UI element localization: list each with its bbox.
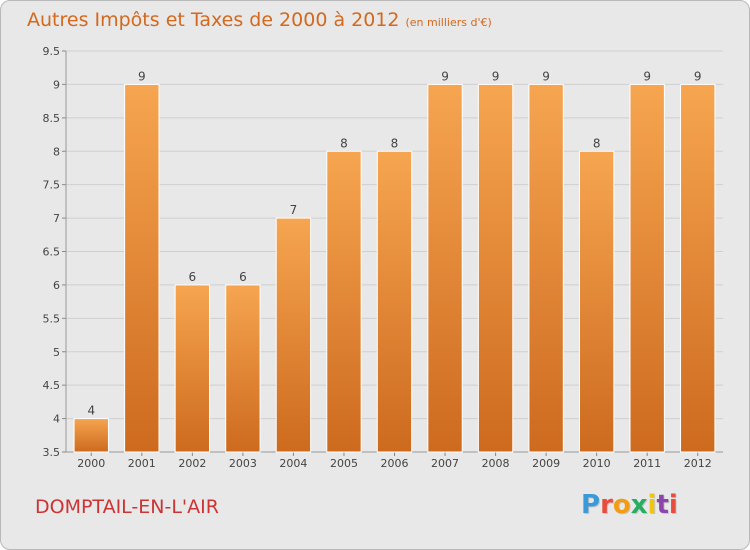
bar <box>225 284 261 453</box>
y-tick-label: 9.5 <box>43 45 61 58</box>
chart-subtitle: (en milliers d'€) <box>405 16 492 29</box>
logo-letter: o <box>612 490 631 520</box>
proxiti-logo: Proxiti <box>581 490 678 520</box>
y-tick-label: 6 <box>53 279 60 292</box>
logo-letter: r <box>600 490 613 520</box>
bar <box>427 83 463 453</box>
x-tick-label: 2012 <box>684 457 712 470</box>
place-name: DOMPTAIL-EN-L'AIR <box>35 496 219 518</box>
data-label: 6 <box>239 270 247 284</box>
bar <box>578 150 615 453</box>
data-label: 8 <box>340 136 348 150</box>
y-tick-label: 4.5 <box>43 379 61 392</box>
y-tick-label: 8 <box>53 145 60 158</box>
y-tick-label: 3.5 <box>43 446 61 459</box>
logo-letter: x <box>630 490 648 520</box>
data-label: 9 <box>138 69 146 83</box>
y-tick-label: 8.5 <box>43 112 61 125</box>
data-label: 9 <box>492 69 500 83</box>
x-tick-label: 2008 <box>482 457 510 470</box>
chart-title-text: Autres Impôts et Taxes de 2000 à 2012 <box>27 9 400 31</box>
data-label: 9 <box>643 69 651 83</box>
logo-letter: P <box>581 490 601 520</box>
bar <box>528 83 564 453</box>
x-tick-label: 2006 <box>381 457 409 470</box>
x-tick-label: 2004 <box>279 457 307 470</box>
logo-letter: i <box>668 490 678 520</box>
bar <box>629 83 665 453</box>
data-label: 8 <box>391 136 399 150</box>
bar <box>477 83 514 453</box>
bar <box>275 217 312 453</box>
data-label: 9 <box>542 69 550 83</box>
bar <box>376 150 413 453</box>
bar <box>174 284 211 453</box>
x-tick-label: 2007 <box>431 457 459 470</box>
x-tick-label: 2000 <box>77 457 105 470</box>
data-label: 7 <box>290 203 298 217</box>
y-tick-label: 5.5 <box>43 312 61 325</box>
x-tick-label: 2010 <box>583 457 611 470</box>
chart-title: Autres Impôts et Taxes de 2000 à 2012 (en… <box>27 9 492 31</box>
x-tick-label: 2003 <box>229 457 257 470</box>
bar <box>124 83 160 453</box>
x-tick-label: 2005 <box>330 457 358 470</box>
y-tick-label: 5 <box>53 346 60 359</box>
data-label: 9 <box>694 69 702 83</box>
y-tick-label: 6.5 <box>43 246 61 259</box>
y-tick-label: 7 <box>53 212 60 225</box>
labels: 3.5 4 4.5 5 5.5 6 6.5 7 7.5 8 8.5 9 9.5 4 2000 9 2001 6 20… <box>43 45 712 470</box>
data-label: 6 <box>189 270 197 284</box>
x-tick-label: 2011 <box>633 457 661 470</box>
x-tick-label: 2001 <box>128 457 156 470</box>
bars <box>73 83 716 453</box>
y-tick-label: 4 <box>53 413 60 426</box>
logo-letter: t <box>656 490 669 520</box>
y-tick-label: 9 <box>53 78 60 91</box>
x-tick-label: 2009 <box>532 457 560 470</box>
data-label: 4 <box>87 404 95 418</box>
bar <box>73 418 109 453</box>
logo-letter: i <box>647 490 657 520</box>
data-label: 9 <box>441 69 449 83</box>
x-tick-label: 2002 <box>178 457 206 470</box>
bar <box>326 150 362 453</box>
y-tick-label: 7.5 <box>43 179 61 192</box>
data-label: 8 <box>593 136 601 150</box>
bar <box>680 83 716 453</box>
